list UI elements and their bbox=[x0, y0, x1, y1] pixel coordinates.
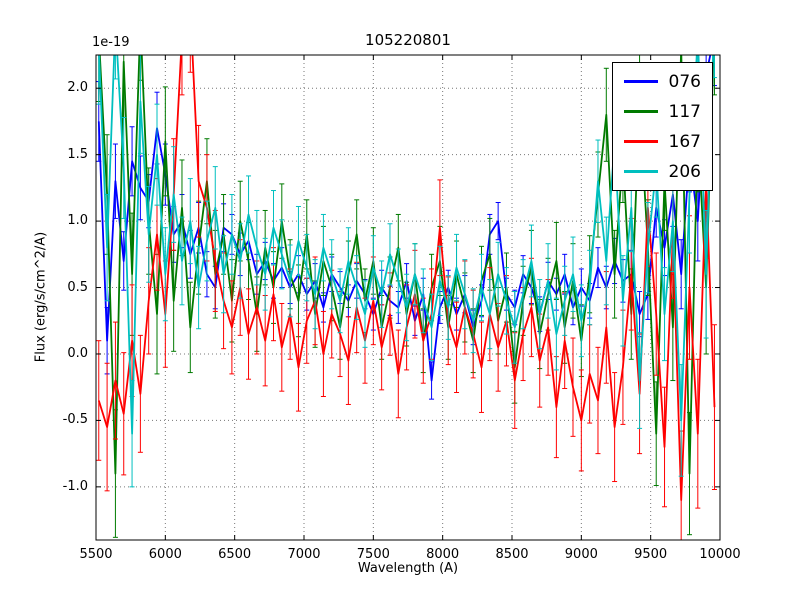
x-tick-label: 6500 bbox=[218, 547, 252, 562]
x-tick-label: 8000 bbox=[426, 547, 460, 562]
x-axis-label: Wavelength (A) bbox=[357, 561, 459, 576]
y-tick-label: 0.5 bbox=[67, 279, 88, 295]
x-tick-label: 5500 bbox=[79, 547, 113, 562]
legend-line-sample bbox=[623, 80, 658, 83]
y-tick-label: -0.5 bbox=[62, 412, 88, 428]
legend-label: 167 bbox=[668, 131, 701, 152]
legend-line-sample bbox=[623, 140, 658, 143]
x-tick-label: 8500 bbox=[495, 547, 529, 562]
legend-item-117: 117 bbox=[623, 100, 701, 123]
y-tick-label: 1.0 bbox=[67, 213, 88, 229]
legend: 076 117 167 206 bbox=[611, 62, 713, 191]
y-axis-label: Flux (erg/s/cm^2/A) bbox=[33, 231, 49, 363]
legend-label: 206 bbox=[668, 161, 701, 182]
x-tick-label: 7500 bbox=[356, 547, 390, 562]
y-tick-label: 0.0 bbox=[67, 345, 88, 361]
legend-item-076: 076 bbox=[623, 70, 701, 93]
legend-line-sample bbox=[623, 170, 658, 173]
legend-item-206: 206 bbox=[623, 160, 701, 183]
legend-label: 076 bbox=[668, 71, 701, 92]
axes-border bbox=[95, 54, 721, 541]
y-axis-offset-label: 1e-19 bbox=[92, 35, 130, 50]
legend-item-167: 167 bbox=[623, 130, 701, 153]
x-tick-label: 9000 bbox=[564, 547, 598, 562]
y-tick-label: 1.5 bbox=[67, 146, 88, 162]
chart-title: 105220801 bbox=[365, 31, 451, 49]
y-tick-label: -1.0 bbox=[62, 478, 88, 494]
x-tick-label: 6000 bbox=[148, 547, 182, 562]
x-tick-label: 9500 bbox=[634, 547, 668, 562]
y-tick-label: 2.0 bbox=[67, 80, 88, 96]
x-tick-label: 7000 bbox=[287, 547, 321, 562]
legend-label: 117 bbox=[668, 101, 701, 122]
legend-line-sample bbox=[623, 110, 658, 113]
x-tick-label: 10000 bbox=[699, 547, 741, 562]
